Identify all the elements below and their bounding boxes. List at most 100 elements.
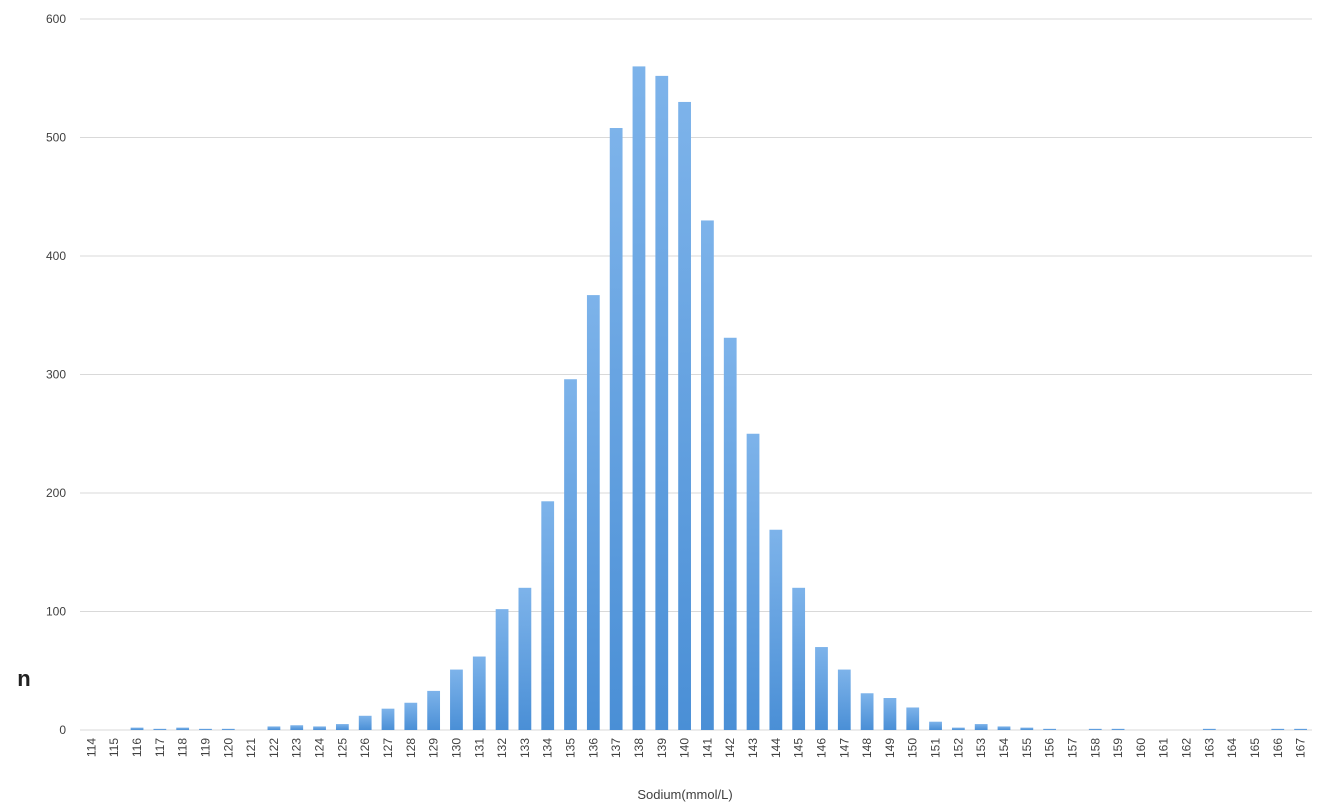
- x-tick-label: 120: [221, 738, 235, 758]
- x-tick-label: 139: [655, 738, 669, 758]
- bar-135: [564, 379, 577, 730]
- bar-163: [1202, 728, 1216, 730]
- x-tick-label: 166: [1271, 738, 1285, 758]
- bar-156: [1043, 728, 1057, 730]
- bar-140: [678, 101, 691, 730]
- x-tick-label: 123: [290, 738, 304, 758]
- x-tick-label: 125: [335, 738, 349, 758]
- bar-126: [358, 715, 372, 730]
- bar-166: [1271, 728, 1285, 730]
- bar-153: [974, 724, 988, 730]
- x-tick-label: 128: [404, 738, 418, 758]
- x-tick-label: 143: [746, 738, 760, 758]
- x-tick-label: 155: [1020, 738, 1034, 758]
- x-tick-label: 133: [518, 738, 532, 758]
- bar-117: [153, 728, 167, 730]
- y-tick-label: 200: [46, 486, 66, 500]
- y-axis-title: n: [17, 666, 30, 691]
- bar-142: [723, 337, 737, 730]
- bar-123: [290, 725, 304, 730]
- x-tick-label: 153: [974, 738, 988, 758]
- bar-128: [404, 702, 418, 730]
- bar-146: [815, 647, 828, 730]
- x-tick-label: 142: [723, 738, 737, 758]
- bar-137: [609, 128, 623, 730]
- x-tick-label: 162: [1180, 738, 1194, 758]
- x-tick-label: 147: [837, 738, 851, 758]
- y-tick-label: 0: [59, 723, 66, 737]
- bar-145: [792, 587, 806, 730]
- y-tick-label: 400: [46, 249, 66, 263]
- bar-141: [701, 220, 714, 730]
- x-tick-label: 164: [1225, 738, 1239, 758]
- bar-133: [518, 587, 532, 730]
- bar-134: [541, 501, 555, 730]
- bar-149: [883, 698, 897, 730]
- bar-150: [906, 707, 920, 730]
- x-axis-tick-labels: 114 115 116 117 118 119 120 121 122 123 124 125 126 1…: [84, 738, 1307, 758]
- x-tick-label: 134: [541, 738, 555, 758]
- x-tick-label: 121: [244, 738, 258, 758]
- bar-148: [860, 693, 874, 730]
- gridlines: [80, 18, 1312, 731]
- x-tick-label: 116: [130, 738, 144, 757]
- x-tick-label: 167: [1294, 738, 1308, 758]
- x-tick-label: 122: [267, 738, 281, 758]
- x-tick-label: 158: [1088, 738, 1102, 758]
- x-tick-label: 140: [678, 738, 692, 758]
- x-tick-label: 163: [1202, 738, 1216, 758]
- x-tick-label: 117: [153, 738, 167, 757]
- x-tick-label: 114: [84, 738, 98, 757]
- x-tick-label: 159: [1111, 738, 1125, 758]
- x-tick-label: 136: [586, 738, 600, 758]
- x-tick-label: 160: [1134, 738, 1148, 758]
- x-tick-label: 130: [449, 738, 463, 758]
- y-tick-label: 100: [46, 605, 66, 619]
- bar-129: [427, 690, 441, 730]
- bar-124: [313, 726, 326, 730]
- x-tick-label: 161: [1157, 738, 1171, 758]
- x-tick-label: 156: [1043, 738, 1057, 758]
- bar-130: [450, 669, 463, 730]
- x-tick-label: 144: [769, 738, 783, 758]
- x-tick-label: 119: [198, 738, 212, 757]
- bar-152: [951, 727, 965, 730]
- x-tick-label: 141: [700, 738, 714, 758]
- x-tick-label: 157: [1065, 738, 1079, 758]
- bar-138: [632, 66, 646, 730]
- bar-154: [997, 726, 1011, 730]
- x-tick-label: 150: [906, 738, 920, 758]
- bar-144: [769, 529, 783, 730]
- x-tick-label: 165: [1248, 738, 1262, 758]
- x-axis-title: Sodium(mmol/L): [637, 787, 732, 802]
- y-tick-label: 300: [46, 368, 66, 382]
- bar-132: [495, 609, 509, 730]
- bar-127: [381, 708, 395, 730]
- bar-143: [746, 433, 760, 730]
- x-tick-label: 129: [427, 738, 441, 758]
- x-tick-label: 149: [883, 738, 897, 758]
- x-tick-label: 118: [176, 738, 190, 757]
- y-axis-tick-labels: 0 100 200 300 400 500 600: [46, 12, 66, 737]
- x-tick-label: 126: [358, 738, 372, 758]
- x-tick-label: 154: [997, 738, 1011, 758]
- x-tick-label: 127: [381, 738, 395, 758]
- bar-122: [267, 726, 281, 730]
- bar-147: [837, 669, 851, 730]
- x-tick-label: 151: [929, 738, 943, 758]
- bar-151: [929, 721, 942, 730]
- x-tick-label: 138: [632, 738, 646, 758]
- bar-136: [586, 295, 600, 730]
- x-tick-label: 131: [472, 738, 486, 758]
- x-tick-label: 115: [107, 738, 121, 757]
- x-tick-label: 145: [792, 738, 806, 758]
- x-tick-label: 124: [313, 738, 327, 758]
- bar-116: [130, 727, 144, 730]
- x-tick-label: 146: [814, 738, 828, 758]
- bar-155: [1020, 727, 1034, 730]
- x-tick-label: 152: [951, 738, 965, 758]
- bars: [130, 66, 1307, 730]
- x-tick-label: 132: [495, 738, 509, 758]
